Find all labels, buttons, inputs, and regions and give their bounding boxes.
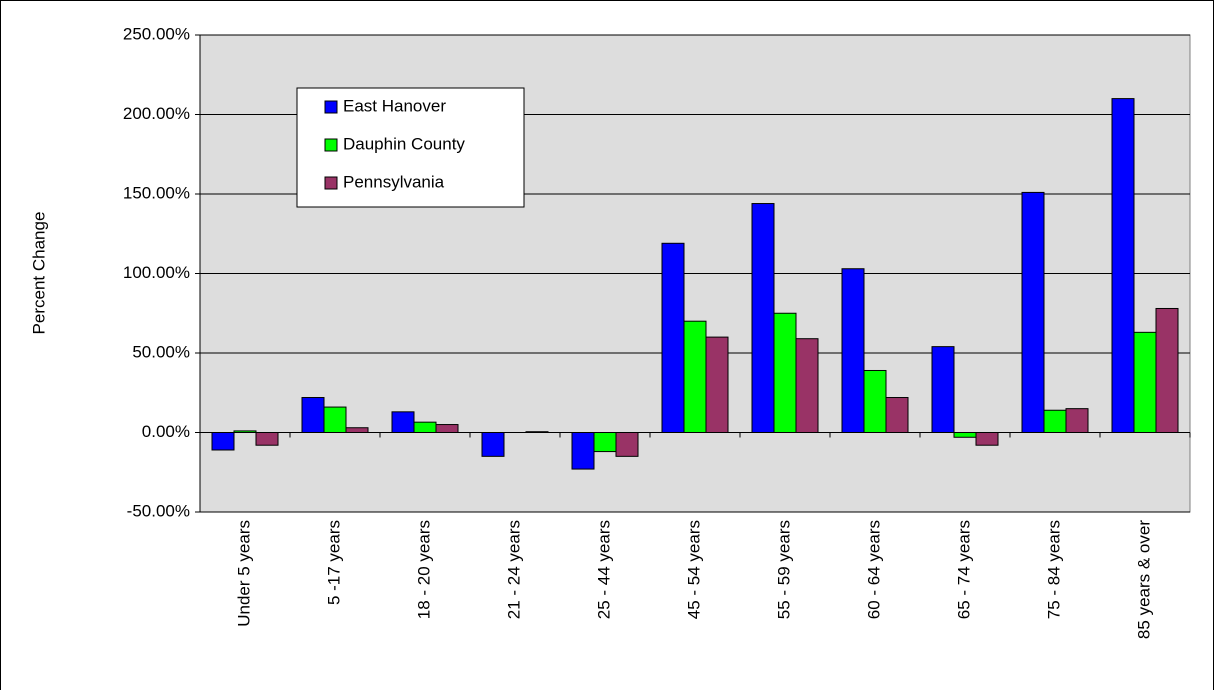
legend-swatch (324, 138, 338, 152)
bar (863, 369, 887, 433)
bar (931, 346, 955, 434)
y-tick-label: 250.00% (123, 24, 190, 43)
legend-label: Dauphin County (343, 134, 465, 153)
y-tick-label: 50.00% (132, 342, 190, 361)
bar (481, 432, 505, 457)
bar (571, 432, 595, 470)
y-tick-label: 200.00% (123, 104, 190, 123)
bar (593, 432, 617, 453)
bar (661, 242, 685, 433)
y-tick-label: 100.00% (123, 263, 190, 282)
bar (683, 320, 707, 434)
legend-label: Pennsylvania (343, 172, 445, 191)
y-tick-label: 150.00% (123, 183, 190, 202)
x-tick-label: 65 - 74 years (954, 520, 973, 619)
bar (795, 338, 819, 433)
bar (391, 411, 415, 433)
x-tick-label: 25 - 44 years (594, 520, 613, 619)
bar (751, 203, 775, 433)
bar (233, 430, 257, 434)
bar (525, 431, 549, 433)
bar (413, 421, 437, 434)
bar (1043, 409, 1067, 433)
bar (975, 432, 999, 446)
bar (1065, 408, 1089, 433)
legend-label: East Hanover (343, 96, 446, 115)
bar (1155, 307, 1179, 434)
legend-swatch (324, 100, 338, 114)
x-tick-label: 55 - 59 years (774, 520, 793, 619)
x-tick-label: 45 - 54 years (684, 520, 703, 619)
legend-swatch (324, 176, 338, 190)
x-tick-label: Under 5 years (234, 520, 253, 627)
bar (301, 397, 325, 433)
bar (1021, 191, 1045, 433)
x-tick-label: 21 - 24 years (504, 520, 523, 619)
bar (773, 312, 797, 433)
x-tick-label: 75 - 84 years (1044, 520, 1063, 619)
y-tick-label: 0.00% (142, 422, 190, 441)
x-tick-label: 60 - 64 years (864, 520, 883, 619)
bar (841, 268, 865, 434)
y-axis-label: Percent Change (29, 212, 48, 335)
bar (255, 432, 279, 446)
bar (615, 432, 639, 457)
x-tick-label: 85 years & over (1134, 520, 1153, 639)
bar (1111, 98, 1135, 433)
bar (1133, 331, 1157, 433)
bar (435, 424, 459, 433)
bar (323, 406, 347, 433)
bar (345, 427, 369, 434)
y-tick-label: -50.00% (127, 501, 190, 520)
bar (705, 336, 729, 434)
bar (211, 432, 235, 451)
bar (953, 432, 977, 438)
bar (885, 397, 909, 433)
x-tick-label: 18 - 20 years (414, 520, 433, 619)
x-tick-label: 5 -17 years (324, 520, 343, 605)
